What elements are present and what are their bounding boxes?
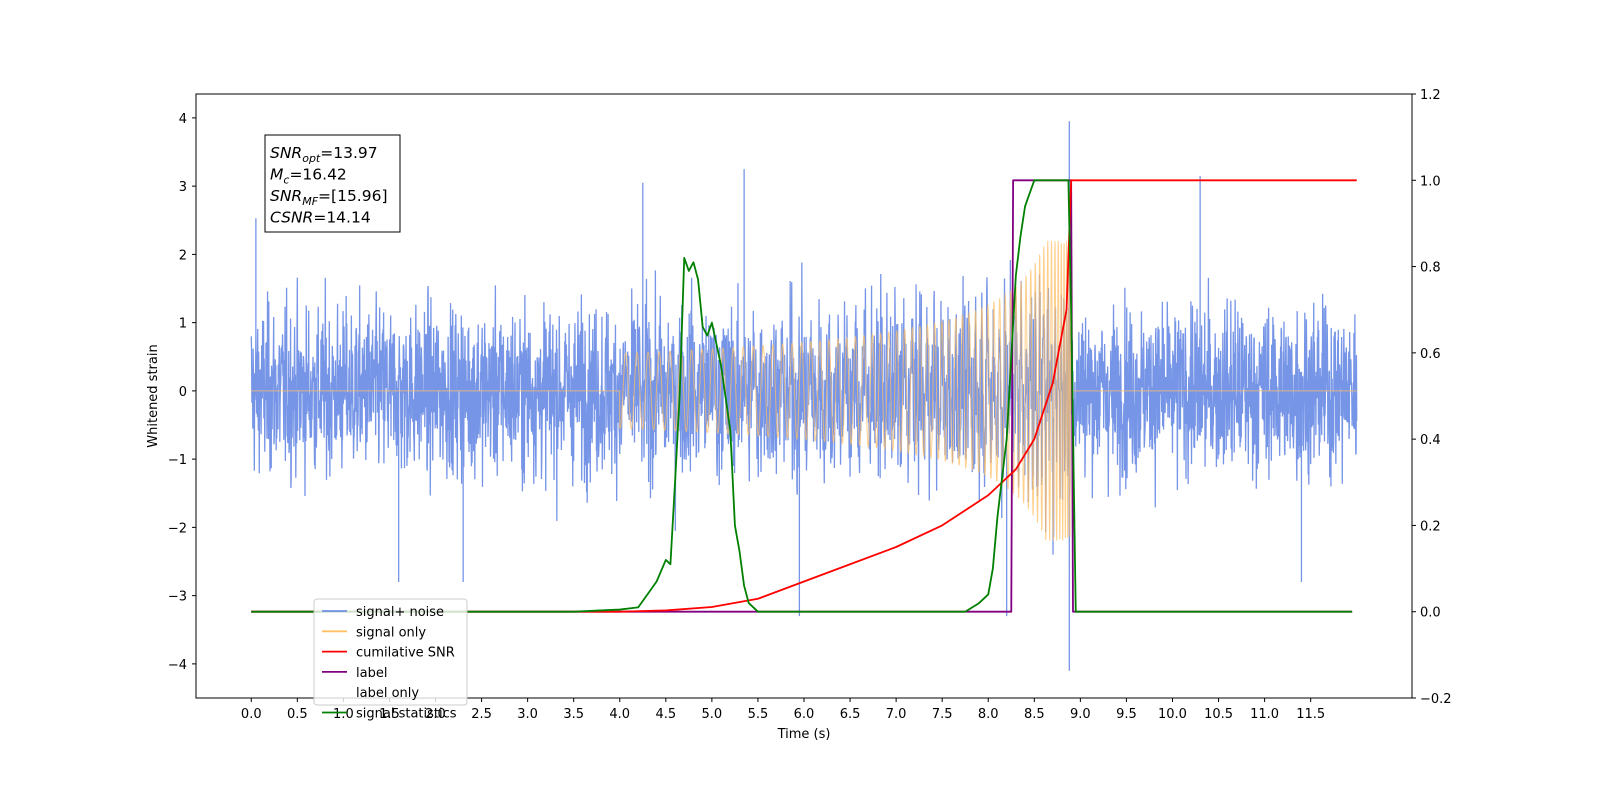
y2-tick-label: 0.2 — [1420, 519, 1441, 534]
annotation-box: SNRopt=13.97Mc=16.42SNRMF=[15.96]CSNR=14… — [264, 134, 401, 233]
annotation-line: SNRopt=13.97 — [270, 144, 378, 165]
x-tick-label: 11.5 — [1296, 707, 1325, 722]
y2-tick-label: 0.8 — [1420, 261, 1441, 276]
legend-entry: signal+ noise — [356, 605, 444, 620]
x-tick-label: 4.5 — [655, 707, 676, 722]
series-cumulative-snr-line — [251, 179, 1357, 613]
annotation-line: SNRMF=[15.96] — [270, 187, 388, 208]
x-tick-label: 2.5 — [471, 707, 492, 722]
x-tick-label: 3.0 — [517, 707, 538, 722]
x-axis-ticks: 0.0 0.5 1.0 1.5 2.0 2.5 3.0 3.5 4.0 4.5 5.0 5.5 6.0 6… — [241, 698, 1325, 722]
x-tick-label: 9.0 — [1070, 707, 1091, 722]
y-tick-label: −3 — [168, 590, 187, 605]
annotation-line: CSNR=14.14 — [270, 209, 371, 227]
y-tick-label: 0 — [179, 385, 187, 400]
x-tick-label: 5.5 — [748, 707, 769, 722]
legend-entry: label — [356, 666, 387, 681]
y2-axis-ticks: 1.2 1.0 0.8 0.6 0.4 0.2 0.0 −0.2 — [1412, 88, 1452, 707]
x-axis-label: Time (s) — [777, 727, 831, 742]
y-tick-label: −4 — [168, 658, 187, 673]
x-tick-label: 10.5 — [1204, 707, 1233, 722]
x-tick-label: 6.0 — [794, 707, 815, 722]
x-tick-label: 8.5 — [1024, 707, 1045, 722]
x-tick-label: 4.0 — [609, 707, 630, 722]
y-axis-ticks: 4 3 2 1 0 −1 −2 −3 −4 — [168, 112, 196, 673]
x-tick-label: 3.5 — [563, 707, 584, 722]
y2-tick-label: 0.6 — [1420, 347, 1441, 362]
series-signal-only-line — [251, 240, 1357, 541]
legend-entry: signal statistics — [356, 707, 457, 722]
series-signal-statistics-line — [251, 179, 1353, 613]
y2-tick-label: 0.4 — [1420, 433, 1441, 448]
y-tick-label: −2 — [168, 521, 187, 536]
x-tick-label: 8.0 — [978, 707, 999, 722]
legend-frame — [313, 598, 468, 706]
x-tick-label: 7.5 — [932, 707, 953, 722]
x-tick-label: 7.0 — [886, 707, 907, 722]
y-tick-label: 2 — [179, 248, 187, 263]
x-tick-label: 9.5 — [1116, 707, 1137, 722]
y2-tick-label: 0.0 — [1420, 606, 1441, 621]
x-tick-label: 1.5 — [379, 707, 400, 722]
y-axis-label: Whitened strain — [146, 344, 161, 447]
annotation-line: Mc=16.42 — [270, 166, 347, 187]
y2-tick-label: −0.2 — [1420, 692, 1452, 707]
y-tick-label: 1 — [179, 317, 187, 332]
x-tick-label: 1.0 — [333, 707, 354, 722]
legend-entry: cumilative SNR — [356, 646, 455, 661]
x-tick-label: 11.0 — [1250, 707, 1279, 722]
x-tick-label: 6.5 — [840, 707, 861, 722]
x-tick-label: 0.5 — [287, 707, 308, 722]
legend-entry: signal only — [356, 625, 426, 640]
y-tick-label: −1 — [168, 453, 187, 468]
plot-layer — [250, 121, 1358, 671]
y2-tick-label: 1.0 — [1420, 174, 1441, 189]
y-tick-label: 3 — [179, 180, 187, 195]
legend-entry: label only — [356, 686, 419, 701]
y2-tick-label: 1.2 — [1420, 88, 1441, 103]
annotation-frame — [264, 134, 401, 233]
x-tick-label: 0.0 — [241, 707, 262, 722]
legend: signal+ noise signal only cumilative SNR la… — [313, 598, 468, 722]
y-tick-label: 4 — [179, 112, 187, 127]
x-tick-label: 10.0 — [1158, 707, 1187, 722]
x-tick-label: 2.0 — [425, 707, 446, 722]
x-tick-label: 5.0 — [702, 707, 723, 722]
